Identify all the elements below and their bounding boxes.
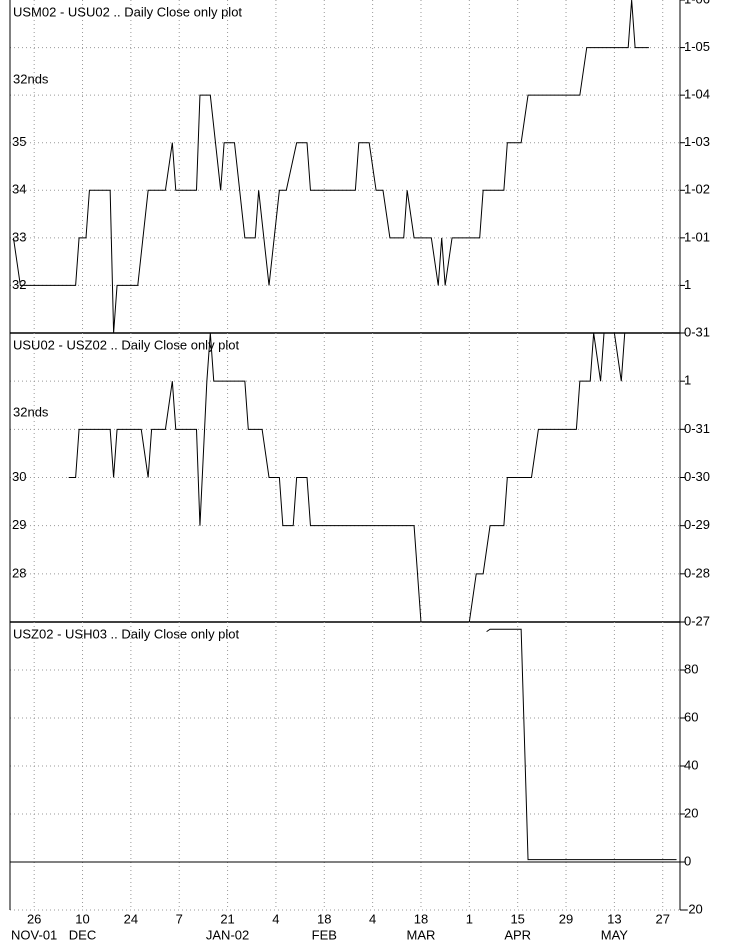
y-left-label: 33 bbox=[12, 229, 26, 244]
y-left-label: 30 bbox=[12, 469, 26, 484]
x-month-label: MAY bbox=[601, 927, 629, 942]
y-tick-label: 0-30 bbox=[684, 469, 710, 484]
x-tick-label: 4 bbox=[369, 911, 376, 926]
y-tick-label: 1-06 bbox=[684, 0, 710, 6]
y-axis-label: 32nds bbox=[13, 404, 49, 419]
panel-title: USM02 - USU02 .. Daily Close only plot bbox=[13, 4, 242, 19]
y-left-label: 28 bbox=[12, 565, 26, 580]
x-month-label: FEB bbox=[312, 927, 337, 942]
panel-title: USU02 - USZ02 .. Daily Close only plot bbox=[13, 337, 240, 352]
line-series bbox=[12, 0, 649, 333]
y-left-label: 34 bbox=[12, 182, 26, 197]
y-tick-label: 0-31 bbox=[684, 421, 710, 436]
x-month-label: NOV-01 bbox=[11, 927, 57, 942]
y-tick-label: 1-05 bbox=[684, 39, 710, 54]
y-tick-label: 0 bbox=[684, 853, 691, 868]
y-tick-label: 40 bbox=[684, 757, 698, 772]
y-tick-label: 0-27 bbox=[684, 613, 710, 628]
x-tick-label: 29 bbox=[559, 911, 573, 926]
x-month-label: APR bbox=[504, 927, 531, 942]
x-tick-label: 10 bbox=[75, 911, 89, 926]
y-tick-label: 0-31 bbox=[684, 324, 710, 339]
y-left-label: 32 bbox=[12, 277, 26, 292]
y-tick-label: 0-28 bbox=[684, 565, 710, 580]
line-series bbox=[486, 628, 677, 861]
y-tick-label: 1-02 bbox=[684, 182, 710, 197]
x-tick-label: 4 bbox=[272, 911, 279, 926]
x-tick-label: 26 bbox=[27, 911, 41, 926]
x-tick-label: 7 bbox=[176, 911, 183, 926]
y-tick-label: 1-01 bbox=[684, 229, 710, 244]
x-tick-label: 13 bbox=[607, 911, 621, 926]
x-tick-label: 24 bbox=[124, 911, 138, 926]
y-tick-label: 80 bbox=[684, 661, 698, 676]
panel-title: USZ02 - USH03 .. Daily Close only plot bbox=[13, 626, 240, 641]
x-tick-label: 15 bbox=[510, 911, 524, 926]
x-month-label: DEC bbox=[69, 927, 96, 942]
x-tick-label: 1 bbox=[466, 911, 473, 926]
x-month-label: JAN-02 bbox=[206, 927, 249, 942]
y-tick-label: 60 bbox=[684, 709, 698, 724]
y-tick-label: 20 bbox=[684, 805, 698, 820]
y-axis-label: 32nds bbox=[13, 71, 49, 86]
x-tick-label: 18 bbox=[414, 911, 428, 926]
x-tick-label: 27 bbox=[655, 911, 669, 926]
y-tick-label: 1 bbox=[684, 373, 691, 388]
y-tick-label: 1 bbox=[684, 277, 691, 292]
line-series bbox=[68, 333, 626, 622]
x-tick-label: 21 bbox=[220, 911, 234, 926]
y-tick-label: 1-04 bbox=[684, 87, 710, 102]
y-tick-label: 1-03 bbox=[684, 134, 710, 149]
y-left-label: 29 bbox=[12, 517, 26, 532]
x-tick-label: 18 bbox=[317, 911, 331, 926]
x-month-label: MAR bbox=[407, 927, 436, 942]
y-tick-label: -20 bbox=[684, 901, 703, 916]
y-left-label: 35 bbox=[12, 134, 26, 149]
y-tick-label: 0-29 bbox=[684, 517, 710, 532]
